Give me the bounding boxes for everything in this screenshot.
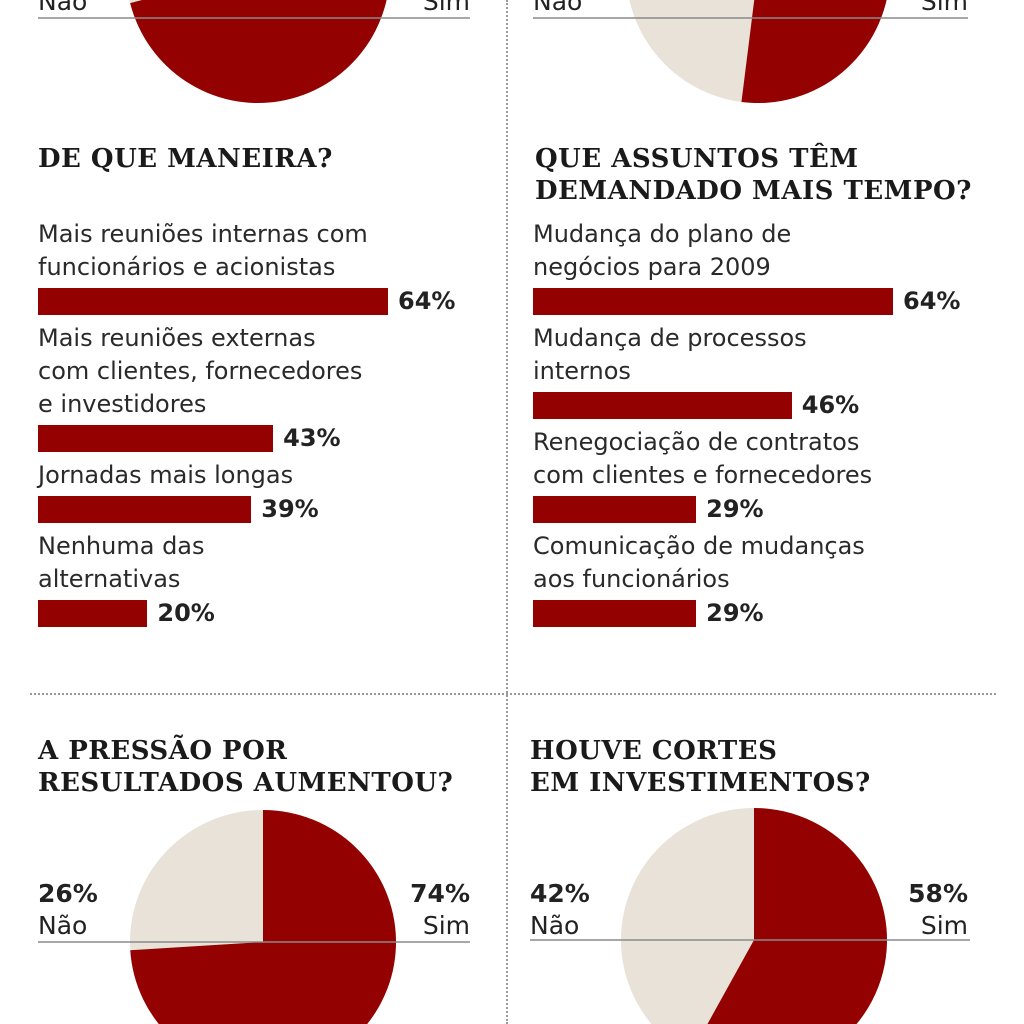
pie-2-no-label: Não xyxy=(533,0,583,16)
pie-slice-sim xyxy=(130,0,387,103)
bar xyxy=(533,391,792,419)
bar-value-label: 20% xyxy=(157,599,215,627)
pie-chart-4-title: HOUVE CORTES EM INVESTIMENTOS? xyxy=(530,735,871,799)
bar-item: Jornadas mais longas 39% xyxy=(38,459,488,524)
bar-chart-1: Mais reuniões internas com funcionários e… xyxy=(38,218,488,634)
bar-category-label: aos funcionários xyxy=(533,565,730,593)
bar-value-label: 39% xyxy=(261,495,319,523)
bar-category-label: Nenhuma das xyxy=(38,532,205,560)
bar-value-label: 29% xyxy=(706,495,764,523)
bar-row: 20% xyxy=(38,598,488,628)
bar-category-label: Jornadas mais longas xyxy=(38,461,294,489)
pie-chart-3-title: A PRESSÃO POR RESULTADOS AUMENTOU? xyxy=(38,735,453,799)
bar-category-label: Mudança do plano de xyxy=(533,220,792,248)
bar-chart-2-title-line-2: DEMANDADO MAIS TEMPO? xyxy=(535,176,972,206)
bar xyxy=(38,287,388,315)
pie-chart-3 xyxy=(38,810,470,1024)
bar-category-label: e investidores xyxy=(38,390,207,418)
bar xyxy=(533,599,697,627)
bar-chart-2: Mudança do plano de negócios para 2009 64%… xyxy=(533,218,983,634)
pie-chart-4-title-line-1: HOUVE CORTES xyxy=(530,736,778,766)
pie-slice-sim xyxy=(741,0,887,103)
bar-chart-2-title-line-1: QUE ASSUNTOS TÊM xyxy=(535,144,859,174)
bar-row: 64% xyxy=(533,286,983,316)
bar-value-label: 46% xyxy=(801,391,860,419)
pie-chart-4 xyxy=(530,808,970,1024)
pie-chart-2 xyxy=(533,0,968,103)
bar-category-label: Mudança de processos xyxy=(533,324,807,352)
bar-category-label: Mais reuniões internas com xyxy=(38,220,368,248)
bar-item: Mais reuniões internas com funcionários e… xyxy=(38,218,488,316)
pie-chart-3-title-line-2: RESULTADOS AUMENTOU? xyxy=(38,768,454,798)
bar xyxy=(38,495,252,523)
bar-category-label: alternativas xyxy=(38,565,181,593)
bar-value-label: 64% xyxy=(903,287,961,315)
bar xyxy=(533,287,893,315)
pie-1-yes-label: Sim xyxy=(422,0,470,16)
pie-chart-3-title-line-1: A PRESSÃO POR xyxy=(38,736,288,766)
bar-chart-1-title: DE QUE MANEIRA? xyxy=(38,144,333,174)
bar-value-label: 29% xyxy=(706,599,764,627)
bar-value-label: 64% xyxy=(398,287,456,315)
pie-4-no-label: 42% Não xyxy=(530,879,590,940)
bar-category-label: funcionários e acionistas xyxy=(38,253,336,281)
bar xyxy=(38,599,148,627)
bar-item: Mudança do plano de negócios para 2009 64% xyxy=(533,218,983,316)
bar-row: 29% xyxy=(533,494,983,524)
pie-chart-1 xyxy=(38,0,470,103)
bar-category-label: Renegociação de contratos xyxy=(533,428,860,456)
bar-item: Nenhuma das alternativas 20% xyxy=(38,530,488,628)
bar xyxy=(38,424,274,452)
bar-category-label: Comunicação de mudanças xyxy=(533,532,865,560)
bar-item: Renegociação de contratos com clientes e … xyxy=(533,426,983,524)
bar-row: 46% xyxy=(533,390,983,420)
pie-slice-sim xyxy=(707,808,888,1024)
vertical-divider xyxy=(506,0,508,1024)
bar-category-label: com clientes, fornecedores xyxy=(38,357,363,385)
pie-slice-sim xyxy=(130,810,396,1024)
bar-row: 43% xyxy=(38,423,488,453)
bar-row: 64% xyxy=(38,286,488,316)
pie-chart-4-title-line-2: EM INVESTIMENTOS? xyxy=(530,768,871,798)
pie-1-no-label: Não xyxy=(38,0,88,16)
bar-chart-2-title: QUE ASSUNTOS TÊM DEMANDADO MAIS TEMPO? xyxy=(535,143,972,207)
pie-3-no-label: 26% Não xyxy=(38,879,98,940)
bar-item: Mudança de processos internos 46% xyxy=(533,322,983,420)
bar-category-label: internos xyxy=(533,357,631,385)
bar-category-label: com clientes e fornecedores xyxy=(533,461,873,489)
pie-3-yes-label: 74% Sim xyxy=(410,879,470,940)
pie-4-yes-label: 58% Sim xyxy=(908,879,968,940)
horizontal-divider xyxy=(30,693,996,695)
bar-item: Comunicação de mudanças aos funcionários 2… xyxy=(533,530,983,628)
bar xyxy=(533,495,697,523)
bar-category-label: negócios para 2009 xyxy=(533,253,771,281)
bar-value-label: 43% xyxy=(283,424,341,452)
bar-category-label: Mais reuniões externas xyxy=(38,324,316,352)
bar-item: Mais reuniões externas com clientes, forn… xyxy=(38,322,488,453)
pie-2-yes-label: Sim xyxy=(920,0,968,16)
bar-row: 39% xyxy=(38,494,488,524)
bar-row: 29% xyxy=(533,598,983,628)
